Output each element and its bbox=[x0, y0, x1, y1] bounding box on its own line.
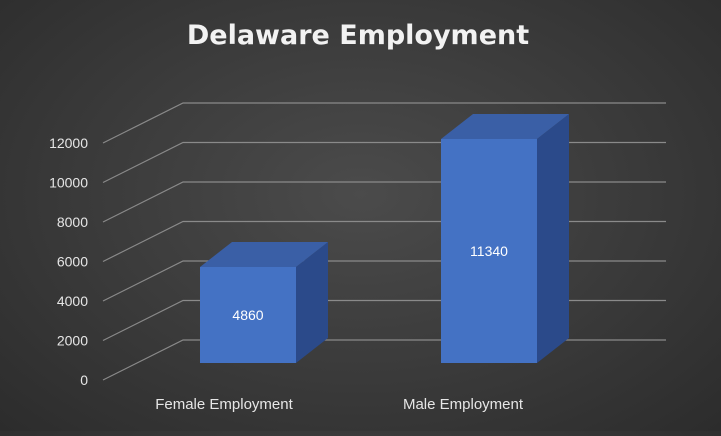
bar-side-face bbox=[537, 114, 569, 363]
bar-front-face bbox=[441, 139, 537, 363]
y-tick-label: 6000 bbox=[57, 254, 88, 270]
gridline bbox=[102, 102, 666, 144]
y-axis-ticks: 0 2000 4000 6000 8000 10000 12000 bbox=[49, 135, 88, 388]
gridline bbox=[102, 141, 666, 184]
x-category-label: Male Employment bbox=[403, 396, 524, 413]
gridline bbox=[102, 260, 666, 302]
chart-title: Delaware Employment bbox=[187, 20, 529, 51]
gridline bbox=[102, 181, 666, 223]
data-label: 4860 bbox=[232, 307, 263, 323]
bar-front-face bbox=[200, 267, 296, 363]
y-tick-label: 10000 bbox=[49, 175, 88, 191]
y-tick-label: 2000 bbox=[57, 333, 88, 349]
x-axis-labels: Female Employment Male Employment bbox=[155, 396, 524, 413]
y-tick-label: 0 bbox=[80, 372, 88, 388]
y-tick-label: 8000 bbox=[57, 214, 88, 230]
data-label: 11340 bbox=[470, 243, 508, 259]
bar: 11340 bbox=[441, 114, 569, 363]
gridline bbox=[102, 299, 666, 342]
bar-side-face bbox=[296, 242, 328, 363]
bar: 4860 bbox=[200, 242, 328, 363]
gridline bbox=[102, 339, 666, 381]
y-tick-label: 12000 bbox=[49, 135, 88, 151]
x-category-label: Female Employment bbox=[155, 396, 293, 413]
bar-top-face bbox=[441, 114, 569, 139]
gridlines bbox=[102, 102, 666, 381]
bar-top-face bbox=[200, 242, 328, 267]
y-tick-label: 4000 bbox=[57, 293, 88, 309]
gridline bbox=[102, 220, 666, 263]
bars: 4860 11340 bbox=[200, 114, 569, 363]
